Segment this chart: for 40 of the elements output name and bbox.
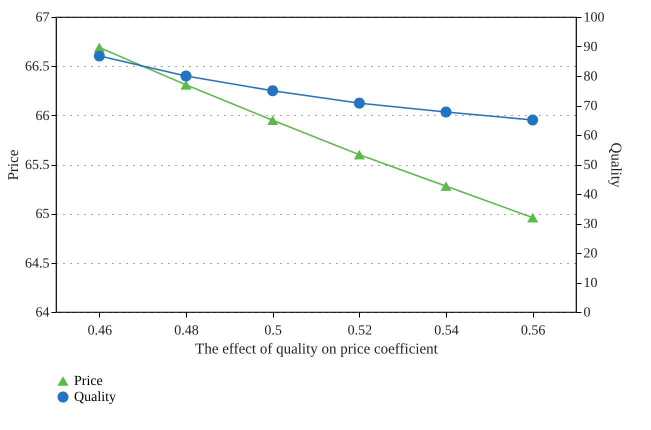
y2-axis-title: Quality [608,142,624,188]
point [354,98,365,109]
x-tick-label: 0.46 [88,324,112,338]
x-tick-label: 0.54 [434,324,459,338]
y-tick-label: 65 [36,207,50,222]
x-tick-label: 0.48 [174,324,199,338]
y2-tick-label: 80 [584,70,598,84]
point [440,106,452,118]
point [354,150,365,160]
y-axis-title: Price [6,149,22,180]
point [527,114,538,126]
y2-tick-label: 100 [584,10,604,26]
y-tick-label: 66.5 [25,60,50,75]
y2-tick-label: 0 [584,306,590,320]
y2-tick-label: 40 [584,188,598,202]
y-tick-label: 64 [36,306,50,320]
y-tick-label: 64.5 [25,256,50,272]
y2-tick-label: 30 [584,217,598,232]
point [94,50,105,62]
y2-tick-label: 60 [584,128,598,144]
x-tick-label: 0.52 [348,324,372,338]
y2-tick-label: 70 [584,99,598,114]
point [267,116,278,125]
y2-tick-label: 50 [584,158,598,173]
point [180,70,192,82]
y2-tick-label: 90 [584,40,598,55]
point [267,85,278,96]
x-tick-label: 0.56 [520,324,546,338]
y2-tick-label: 20 [584,246,598,262]
point [180,80,192,90]
x-tick-label: 0.5 [264,324,282,338]
legend-label: Price [74,374,103,389]
point [440,181,452,191]
y-tick-label: 67 [36,10,50,26]
legend-label: Quality [74,390,116,405]
y-tick-label: 65.5 [25,158,50,173]
x-axis-title: The effect of quality on price coefficient [195,342,439,358]
y-tick-label: 66 [36,108,50,124]
point [527,212,538,222]
y2-tick-label: 10 [584,276,598,291]
